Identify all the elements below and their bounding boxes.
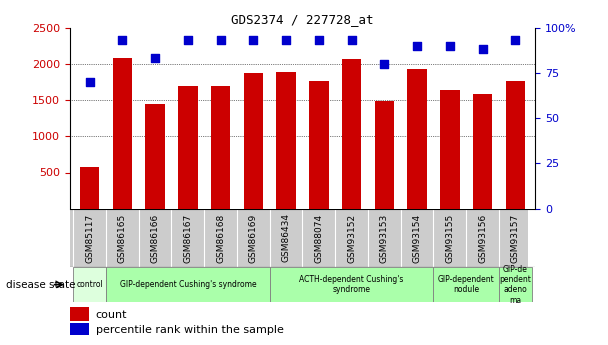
Bar [211,86,230,209]
Point [511,38,520,43]
Point [183,38,193,43]
Bar [499,267,532,302]
Point [249,38,258,43]
Text: disease state: disease state [6,280,75,289]
Bar [80,167,99,209]
Text: GSM85117: GSM85117 [85,214,94,263]
Text: GSM86169: GSM86169 [249,214,258,263]
Text: GIP-dependent Cushing's syndrome: GIP-dependent Cushing's syndrome [120,280,256,289]
Text: GSM93157: GSM93157 [511,214,520,263]
Text: GSM88074: GSM88074 [314,214,323,263]
Text: GSM86434: GSM86434 [282,214,291,263]
Text: ACTH-dependent Cushing's
syndrome: ACTH-dependent Cushing's syndrome [299,275,404,294]
Bar [506,81,525,209]
Bar [276,72,296,209]
Text: GSM86166: GSM86166 [151,214,159,263]
Text: GIP-de
pendent
adeno
ma: GIP-de pendent adeno ma [499,265,531,305]
Point [445,43,455,48]
Text: percentile rank within the sample: percentile rank within the sample [95,325,283,335]
Text: GSM93156: GSM93156 [478,214,487,263]
Bar [375,101,394,209]
Text: count: count [95,310,127,320]
Bar [70,323,89,337]
Text: control: control [76,280,103,289]
Text: GSM93155: GSM93155 [446,214,454,263]
Bar [145,105,165,209]
Point [282,38,291,43]
Bar [106,267,270,302]
Text: GSM86165: GSM86165 [118,214,127,263]
Bar [244,72,263,209]
Bar [407,69,427,209]
Text: GSM93153: GSM93153 [380,214,389,263]
Point [117,38,127,43]
Title: GDS2374 / 227728_at: GDS2374 / 227728_at [231,13,374,27]
Bar [178,86,198,209]
Bar [70,307,89,322]
Text: GIP-dependent
nodule: GIP-dependent nodule [438,275,495,294]
Point [478,47,488,52]
Point [150,56,160,61]
Bar [309,81,329,209]
Bar [440,90,460,209]
Bar [342,59,361,209]
Point [379,61,389,67]
Bar [73,267,106,302]
Point [85,79,94,85]
Bar [270,267,434,302]
Text: GSM93154: GSM93154 [413,214,421,263]
Point [216,38,226,43]
Point [412,43,422,48]
Bar [434,267,499,302]
Text: GSM93152: GSM93152 [347,214,356,263]
Bar [112,58,132,209]
Point [314,38,323,43]
Text: GSM86168: GSM86168 [216,214,225,263]
Bar [473,93,492,209]
Text: GSM86167: GSM86167 [184,214,192,263]
Point [347,38,356,43]
